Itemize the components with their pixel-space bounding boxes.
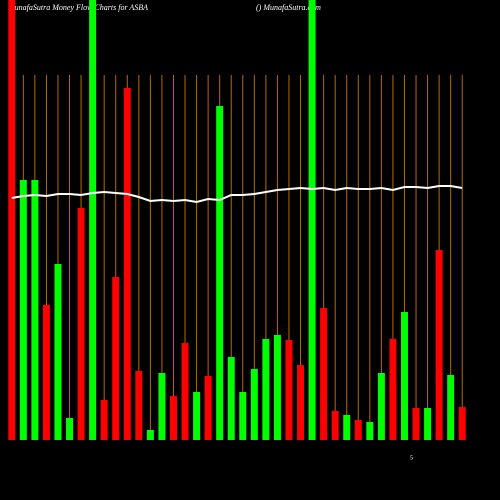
bar xyxy=(377,373,385,440)
bar xyxy=(112,277,120,440)
chart-subtitle: () MunafaSutra.com xyxy=(256,3,321,12)
bar xyxy=(273,335,281,440)
bar xyxy=(216,106,224,440)
bar xyxy=(320,308,328,440)
bar xyxy=(250,369,258,440)
bar xyxy=(123,88,131,440)
bar xyxy=(158,373,166,440)
bar xyxy=(181,343,189,440)
chart-title: MunafaSutra Money Flow Charts for ASBA xyxy=(7,3,148,12)
bar xyxy=(412,408,420,440)
bar xyxy=(42,305,50,440)
bar xyxy=(343,415,351,440)
bar xyxy=(331,411,339,440)
bar xyxy=(135,371,143,440)
bar xyxy=(435,250,443,440)
bar xyxy=(400,312,408,440)
bar xyxy=(389,339,397,440)
bar xyxy=(227,357,235,440)
money-flow-line xyxy=(11,185,463,204)
bar xyxy=(458,407,466,440)
annotation: 5 xyxy=(410,455,413,461)
bar xyxy=(100,400,108,440)
bar xyxy=(297,365,305,440)
bar xyxy=(308,0,316,440)
bar xyxy=(262,339,270,440)
bar xyxy=(66,418,74,440)
bar xyxy=(169,396,177,440)
bar xyxy=(239,392,247,440)
bar xyxy=(146,430,154,440)
bar xyxy=(447,375,455,440)
bar xyxy=(54,264,62,440)
bar xyxy=(354,420,362,440)
bar xyxy=(424,408,432,440)
bar xyxy=(31,180,39,440)
bar xyxy=(193,392,201,440)
bar xyxy=(77,208,85,440)
bar xyxy=(19,180,27,440)
bar xyxy=(204,376,212,440)
bar xyxy=(8,0,16,440)
bar xyxy=(89,0,97,440)
bar xyxy=(285,340,293,440)
bar xyxy=(366,422,374,440)
